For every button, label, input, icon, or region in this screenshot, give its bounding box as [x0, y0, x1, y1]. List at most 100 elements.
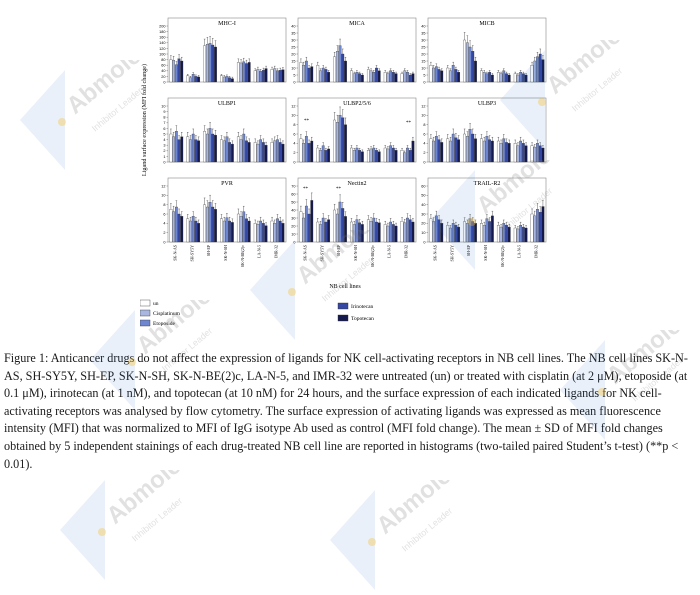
bar [369, 148, 373, 163]
bar [333, 56, 336, 83]
bar [449, 70, 452, 83]
bar [338, 115, 342, 163]
y-tick-label: 9 [163, 110, 165, 114]
y-tick-label: 0 [293, 160, 295, 164]
bar [194, 220, 198, 243]
y-tick-label: 50 [291, 200, 295, 204]
bar [505, 225, 508, 243]
bar [530, 145, 534, 163]
bar [485, 218, 489, 243]
bar [521, 226, 525, 243]
bar [358, 73, 362, 83]
x-tick-label: SK-N-SH [353, 245, 358, 261]
bar [516, 145, 520, 163]
bar [316, 221, 320, 243]
x-tick-label: SK-N-AS [302, 245, 307, 261]
bar [375, 67, 378, 83]
bar [180, 136, 184, 163]
bar [505, 73, 508, 83]
bar [324, 69, 328, 83]
bar [335, 213, 339, 243]
y-tick-label: 12 [421, 104, 425, 108]
bar [437, 69, 441, 83]
bar [538, 145, 542, 163]
bar [490, 140, 494, 163]
bar [411, 221, 415, 243]
bar [225, 217, 229, 243]
bar [533, 60, 537, 83]
bar [256, 224, 260, 243]
bar [236, 62, 240, 83]
bar [454, 137, 458, 163]
bar [451, 65, 455, 83]
bar [304, 205, 308, 243]
bar [513, 227, 517, 243]
bar [406, 217, 409, 243]
bar [411, 140, 415, 163]
bar [350, 147, 353, 163]
panel-title: ULBP1 [218, 101, 236, 107]
y-tick-label: 15 [291, 59, 295, 63]
bar [505, 142, 508, 163]
bar [480, 223, 483, 243]
bar [524, 227, 528, 243]
bar [408, 74, 412, 83]
bar [278, 142, 282, 163]
bar [465, 223, 469, 243]
bar [341, 117, 345, 163]
bar [474, 60, 477, 83]
bar [270, 142, 274, 163]
svg-text:Abmole: Abmole [102, 470, 187, 530]
y-tick-label: 5 [293, 73, 295, 77]
bar [236, 213, 240, 243]
y-tick-label: 10 [291, 232, 295, 236]
y-tick-label: 0 [423, 80, 425, 84]
bar [341, 53, 345, 83]
bar [496, 225, 500, 243]
bar [434, 66, 438, 83]
bar [391, 72, 395, 83]
bar [333, 119, 336, 163]
bar [521, 143, 525, 163]
bar [307, 213, 311, 243]
y-tick-label: 10 [291, 114, 295, 118]
y-tick-label: 25 [421, 45, 425, 49]
y-tick-label: 0 [293, 80, 295, 84]
bar [536, 56, 539, 83]
bar [239, 62, 243, 83]
y-tick-label: 40 [161, 69, 165, 73]
svg-text:Inhibitor Leader: Inhibitor Leader [90, 86, 144, 134]
bar [205, 206, 209, 243]
bar [270, 220, 274, 243]
bar [530, 213, 534, 243]
bar [222, 220, 226, 243]
panel-trail-r2: TRAIL-R2 0 10 20 30 40 50 60 SK-N-AS SH-SY5Y SH-EP… [421, 177, 547, 267]
x-axis-label: NB cell lines [329, 284, 361, 290]
bar [350, 70, 353, 83]
y-tick-label: 20 [161, 75, 165, 79]
bar [302, 143, 306, 163]
bar [169, 209, 173, 243]
bar [203, 204, 206, 243]
bar [446, 225, 450, 243]
bar [307, 67, 311, 83]
x-tick-label: SK-N-BE(2)c [500, 245, 505, 267]
x-tick-label: SH-SY5Y [189, 245, 194, 262]
y-tick-label: 7 [163, 121, 165, 125]
bar [507, 143, 511, 163]
svg-text:Abmole: Abmole [372, 480, 457, 540]
bar [327, 148, 331, 163]
x-tick-label: IMR-32 [404, 245, 409, 258]
y-tick-label: 30 [421, 212, 425, 216]
bar [366, 69, 370, 83]
y-tick-label: 25 [291, 45, 295, 49]
bar [446, 138, 450, 163]
y-tick-label: 6 [163, 127, 165, 131]
bar [180, 60, 184, 83]
bar [474, 223, 477, 243]
y-tick-label: 12 [291, 104, 295, 108]
y-tick-label: 0 [163, 160, 165, 164]
bar [344, 60, 347, 83]
x-tick-label: LA-N-5 [517, 245, 522, 258]
